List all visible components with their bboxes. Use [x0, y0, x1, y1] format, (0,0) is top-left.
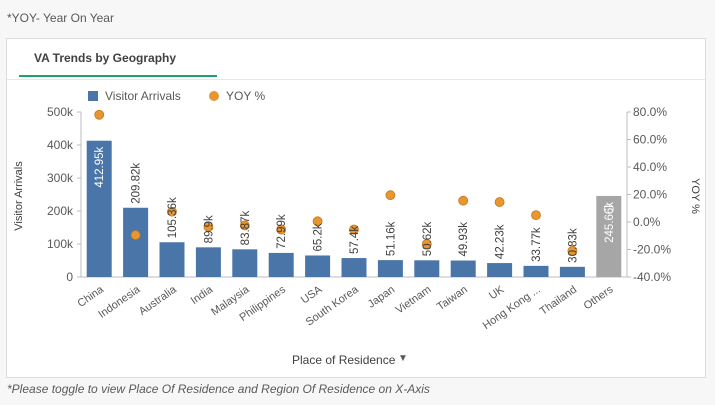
yoy-dot — [276, 224, 287, 235]
tab-title: VA Trends by Geography — [34, 51, 177, 65]
bar-value-label: 42.23k — [495, 224, 507, 259]
yoy-dot — [385, 190, 396, 201]
combo-chart: 0 100k 200k 300k 400k 500k -40.0% -20.0% 0.0% 20.… — [13, 89, 701, 332]
x-axis-category-label: Australia — [137, 283, 180, 318]
right-axis-tick-label: 80.0% — [633, 105, 667, 119]
bar — [305, 255, 331, 277]
yoy-dot — [458, 195, 469, 206]
bar — [195, 247, 221, 277]
bar-value-label: 65.2k — [313, 223, 325, 251]
legend-dot-label: YOY % — [226, 89, 265, 103]
bar — [450, 260, 476, 277]
bar — [86, 140, 112, 277]
legend: Visitor Arrivals YOY % — [88, 89, 265, 103]
data-labels: 412.95k 209.82k 105.36k 89.9k 83.87k 72.99k 65… — [94, 146, 616, 262]
x-axis-category-label: Taiwan — [435, 284, 470, 313]
bar — [123, 207, 149, 277]
bar — [487, 263, 513, 277]
caret-down-icon[interactable]: ▼ — [398, 353, 408, 364]
legend-bar-label: Visitor Arrivals — [105, 89, 181, 103]
bar — [268, 252, 294, 277]
bar-series — [86, 140, 622, 277]
right-axis-tick-label: 40.0% — [633, 160, 667, 174]
others-hollow-marker — [603, 203, 614, 215]
legend-bar-swatch — [88, 91, 98, 101]
x-axis-category-label: Vietnam — [394, 284, 434, 317]
tab-va-trends-by-geography[interactable]: VA Trends by Geography — [15, 39, 217, 77]
left-axis-tick-label: 400k — [47, 138, 74, 152]
bar-value-label: 89.9k — [203, 215, 215, 243]
yoy-dot — [239, 220, 250, 231]
bar — [159, 242, 185, 277]
right-axis-tick-label: 60.0% — [633, 133, 667, 147]
x-axis-category-label: UK — [487, 283, 507, 302]
yoy-dot — [531, 210, 541, 221]
bar-value-label: 245.66k — [604, 202, 616, 243]
legend-dot-swatch — [209, 91, 219, 101]
bar — [414, 260, 440, 277]
chart-panel: VA Trends by Geography 0 100k 200k 300k 400k… — [6, 38, 706, 378]
left-axis-tick-label: 0 — [66, 270, 73, 284]
right-axis-tick-label: -20.0% — [633, 243, 671, 257]
bar-value-label: 72.99k — [276, 214, 288, 249]
yoy-dot — [567, 245, 578, 256]
x-axis-category-label: USA — [299, 283, 325, 306]
yoy-footnote: *YOY- Year On Year — [7, 11, 114, 25]
bar — [232, 249, 258, 277]
bar — [341, 258, 367, 277]
bar-value-label: 57.4k — [349, 226, 361, 254]
bar-others — [596, 195, 622, 277]
bar-value-label: 33.77k — [531, 227, 543, 262]
yoy-dot — [94, 109, 105, 120]
yoy-dot — [130, 230, 141, 240]
left-axis-tick-label: 300k — [47, 171, 74, 185]
left-axis-title: Visitor Arrivals — [13, 161, 25, 231]
tab-divider — [7, 79, 705, 80]
yoy-dot — [203, 221, 214, 232]
yoy-dot — [494, 197, 505, 207]
yoy-dot — [349, 224, 359, 235]
tab-active-indicator — [19, 75, 217, 77]
yoy-dot — [312, 216, 323, 227]
x-axis-category-label: Indonesia — [96, 283, 143, 321]
bar-value-label: 412.95k — [94, 146, 106, 187]
toggle-footnote: *Please toggle to view Place Of Residenc… — [7, 382, 430, 396]
bar-value-label: 209.82k — [131, 163, 143, 204]
yoy-dot — [421, 239, 432, 249]
x-axis-category-label: Thailand — [538, 284, 579, 318]
right-axis-title: YOY % — [689, 178, 701, 214]
bar-value-label: 83.87k — [240, 211, 252, 246]
bar-value-label: 51.16k — [385, 221, 397, 256]
dot-series — [94, 109, 614, 256]
right-axis-tick-label: 20.0% — [633, 188, 667, 202]
bar — [559, 266, 585, 277]
bar-value-label: 30.83k — [567, 228, 579, 263]
x-axis-category-label: Japan — [366, 284, 397, 311]
bar — [377, 260, 403, 277]
right-axis-tick-label: -40.0% — [633, 270, 671, 284]
x-axis-dropdown-label[interactable]: Place of Residence — [292, 353, 396, 367]
x-axis-category-label: India — [189, 283, 216, 307]
left-axis-tick-label: 500k — [47, 105, 74, 119]
bar-value-label: 50.62k — [422, 222, 434, 257]
x-axis-category-label: Others — [582, 283, 616, 312]
right-axis-tick-label: 0.0% — [633, 215, 661, 229]
left-axis-tick-label: 200k — [47, 204, 74, 218]
yoy-dot — [167, 206, 177, 217]
bar-value-label: 105.36k — [167, 197, 179, 238]
left-axis-tick-label: 100k — [47, 237, 74, 251]
bar — [523, 265, 549, 277]
bar-value-label: 49.93k — [458, 222, 470, 257]
